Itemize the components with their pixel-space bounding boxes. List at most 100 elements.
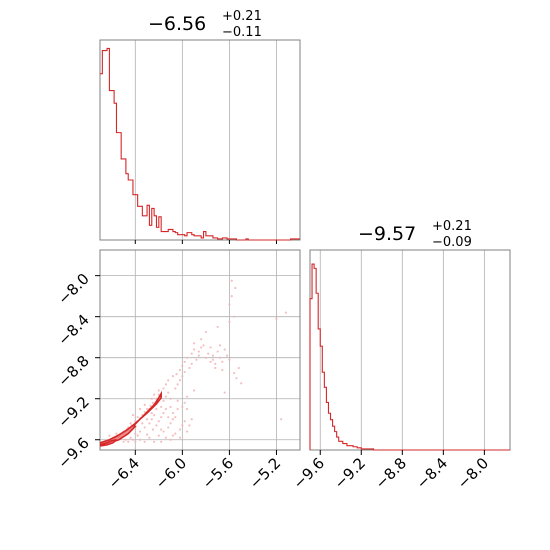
scatter-point (157, 389, 160, 392)
scatter-point (190, 352, 193, 355)
y-tick-label: −9.6 (54, 434, 92, 472)
scatter-point (228, 320, 231, 323)
scatter-point (150, 397, 153, 400)
scatter-point (218, 356, 222, 359)
scatter-point (178, 436, 182, 439)
scatter-point (143, 440, 146, 443)
scatter-point (171, 434, 175, 437)
scatter-point (230, 295, 233, 298)
scatter-point (145, 418, 149, 421)
scatter-point (200, 338, 203, 341)
scatter-point (150, 418, 153, 421)
scatter-point (228, 303, 231, 306)
scatter-point (167, 379, 170, 382)
contour-level-2 (100, 424, 137, 446)
scatter-point (131, 438, 135, 441)
scatter-point (160, 440, 163, 443)
x-tick-label: −8.4 (413, 454, 451, 492)
x-tick-label: −8.8 (372, 454, 410, 492)
scatter-point (164, 436, 167, 439)
scatter-point (127, 440, 130, 443)
scatter-point (171, 375, 175, 378)
scatter-point (188, 424, 191, 427)
scatter-point (174, 416, 177, 419)
y-tick-label: −8.0 (54, 270, 92, 308)
scatter-point (131, 414, 135, 417)
scatter-point (233, 371, 236, 375)
scatter-point (174, 432, 177, 435)
histogram-panel-top-left: −6.56 +0.21−0.11 (99, 9, 301, 244)
summary-median: −6.56 (148, 13, 206, 35)
scatter-point (162, 387, 165, 390)
x-tick-label: −9.2 (331, 454, 369, 492)
x-tick-label: −5.6 (199, 454, 237, 492)
scatter-point (237, 366, 240, 370)
scatter-point (185, 356, 189, 359)
scatter-point (223, 348, 226, 351)
scatter-point (138, 407, 142, 411)
scatter-point (185, 395, 189, 398)
scatter-point (115, 432, 118, 435)
scatter-point (167, 416, 170, 419)
scatter-point (162, 399, 165, 402)
scatter-point (169, 397, 172, 400)
scatter-point (197, 350, 200, 353)
scatter-point (136, 416, 139, 419)
scatter-point (148, 422, 151, 425)
scatter-point (143, 426, 146, 429)
scatter-point (185, 430, 189, 433)
scatter-point (204, 330, 207, 334)
scatter-point (169, 405, 172, 409)
scatter-point (174, 387, 177, 390)
scatter-point (176, 383, 179, 386)
scatter-point (134, 432, 137, 435)
scatter-point (164, 383, 167, 386)
scatter-point (157, 420, 160, 423)
scatter-point (202, 344, 205, 347)
scatter-point (211, 354, 215, 357)
scatter-point (193, 342, 196, 345)
scatter-point (181, 375, 184, 378)
histogram-panel-bottom-right: −9.6 −9.2 −8.8 −8.4 −8.0 −9.57 +0.21−0.09 (290, 219, 511, 493)
y-tick-label: −8.8 (54, 352, 92, 390)
scatter-point (178, 428, 182, 431)
scatter-point (171, 418, 175, 421)
scatter-point (209, 346, 212, 349)
scatter-point (167, 426, 170, 429)
x-tick-label: −6.4 (105, 454, 143, 492)
scatter-point (280, 418, 283, 421)
scatter-point (181, 405, 184, 409)
scatter-point (151, 401, 155, 404)
scatter-point (148, 436, 151, 439)
scatter-point (162, 430, 165, 433)
scatter-point (240, 382, 243, 385)
scatter-point (160, 405, 163, 409)
histogram-step-line (309, 263, 510, 451)
scatter-point (108, 434, 111, 437)
scatter-point (155, 407, 158, 411)
scatter-point (218, 344, 222, 347)
x-tick-label: −6.0 (152, 454, 190, 492)
scatter-point (183, 370, 186, 374)
summary-plus: +0.21 (222, 9, 262, 24)
scatter-point (234, 286, 237, 290)
x-tick-label: −5.2 (246, 454, 284, 492)
scatter-point (176, 399, 179, 402)
scatter-point (211, 358, 215, 361)
scatter-point (275, 317, 278, 320)
scatter-point (153, 414, 156, 417)
scatter-point (197, 354, 200, 357)
scatter-point (228, 358, 231, 361)
scatter-point (233, 315, 236, 318)
scatter-point (223, 391, 226, 394)
scatter-point (183, 360, 186, 363)
scatter-point (183, 420, 186, 423)
scatter-point (169, 438, 172, 441)
scatter-point (143, 403, 146, 406)
contour-level-3 (100, 438, 117, 447)
scatter-point (193, 389, 196, 392)
scatter-point (124, 438, 127, 441)
scatter-point (138, 438, 142, 441)
scatter-point (214, 362, 217, 365)
